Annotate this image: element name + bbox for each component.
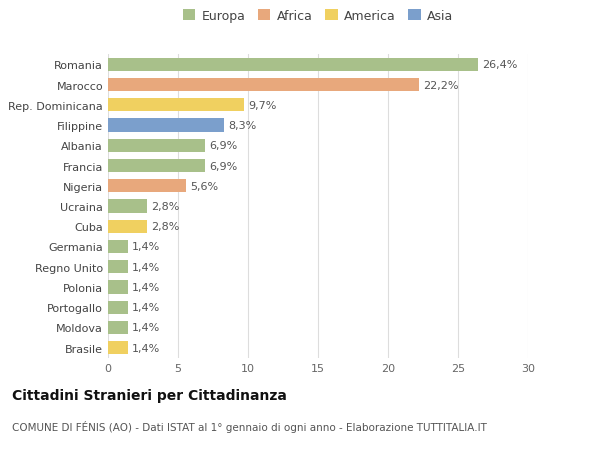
Text: Cittadini Stranieri per Cittadinanza: Cittadini Stranieri per Cittadinanza [12,388,287,402]
Text: 6,9%: 6,9% [209,141,237,151]
Legend: Europa, Africa, America, Asia: Europa, Africa, America, Asia [183,10,453,23]
Bar [108,281,128,294]
Text: 1,4%: 1,4% [132,343,160,353]
Text: 2,8%: 2,8% [151,222,180,232]
Text: 1,4%: 1,4% [132,302,160,313]
Bar [108,119,224,132]
Text: 8,3%: 8,3% [229,121,257,131]
Bar [108,341,128,354]
Bar [108,99,244,112]
Bar [108,261,128,274]
Bar [108,220,147,233]
Text: 9,7%: 9,7% [248,101,277,111]
Text: 26,4%: 26,4% [482,60,517,70]
Text: 2,8%: 2,8% [151,202,180,212]
Bar [108,140,205,152]
Text: 5,6%: 5,6% [191,181,219,191]
Text: 1,4%: 1,4% [132,282,160,292]
Text: 22,2%: 22,2% [423,80,458,90]
Bar [108,180,187,193]
Bar [108,200,147,213]
Text: 1,4%: 1,4% [132,323,160,333]
Text: 1,4%: 1,4% [132,242,160,252]
Bar [108,301,128,314]
Bar [108,160,205,173]
Bar [108,79,419,92]
Bar [108,321,128,334]
Text: 1,4%: 1,4% [132,262,160,272]
Bar [108,59,478,72]
Text: COMUNE DI FÉNIS (AO) - Dati ISTAT al 1° gennaio di ogni anno - Elaborazione TUTT: COMUNE DI FÉNIS (AO) - Dati ISTAT al 1° … [12,420,487,432]
Text: 6,9%: 6,9% [209,161,237,171]
Bar [108,241,128,253]
